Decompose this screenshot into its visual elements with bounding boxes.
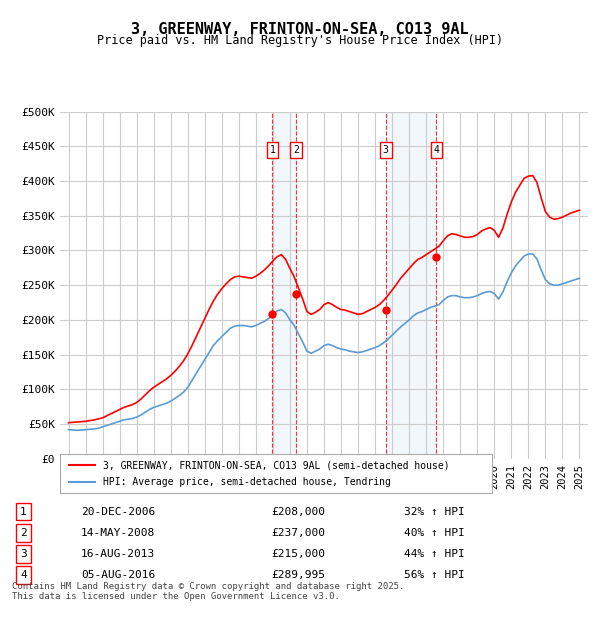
Text: 05-AUG-2016: 05-AUG-2016 — [81, 570, 155, 580]
Text: £237,000: £237,000 — [271, 528, 325, 538]
Bar — [272, 112, 296, 459]
Text: 2: 2 — [293, 145, 299, 155]
Text: 3, GREENWAY, FRINTON-ON-SEA, CO13 9AL (semi-detached house): 3, GREENWAY, FRINTON-ON-SEA, CO13 9AL (s… — [103, 460, 450, 470]
Text: 20-DEC-2006: 20-DEC-2006 — [81, 507, 155, 516]
Text: 40% ↑ HPI: 40% ↑ HPI — [404, 528, 464, 538]
Text: 32% ↑ HPI: 32% ↑ HPI — [404, 507, 464, 516]
Text: 56% ↑ HPI: 56% ↑ HPI — [404, 570, 464, 580]
Text: £289,995: £289,995 — [271, 570, 325, 580]
Text: 3: 3 — [383, 145, 389, 155]
Bar — [386, 112, 436, 459]
Text: 1: 1 — [20, 507, 27, 516]
Text: 3: 3 — [20, 549, 27, 559]
Text: 14-MAY-2008: 14-MAY-2008 — [81, 528, 155, 538]
Text: 2: 2 — [20, 528, 27, 538]
Text: 4: 4 — [20, 570, 27, 580]
Text: 16-AUG-2013: 16-AUG-2013 — [81, 549, 155, 559]
Text: 4: 4 — [433, 145, 439, 155]
Text: 1: 1 — [269, 145, 275, 155]
Text: HPI: Average price, semi-detached house, Tendring: HPI: Average price, semi-detached house,… — [103, 477, 391, 487]
Text: Contains HM Land Registry data © Crown copyright and database right 2025.
This d: Contains HM Land Registry data © Crown c… — [12, 582, 404, 601]
Text: 44% ↑ HPI: 44% ↑ HPI — [404, 549, 464, 559]
Text: 3, GREENWAY, FRINTON-ON-SEA, CO13 9AL: 3, GREENWAY, FRINTON-ON-SEA, CO13 9AL — [131, 22, 469, 37]
Text: £215,000: £215,000 — [271, 549, 325, 559]
Text: Price paid vs. HM Land Registry's House Price Index (HPI): Price paid vs. HM Land Registry's House … — [97, 34, 503, 47]
Text: £208,000: £208,000 — [271, 507, 325, 516]
